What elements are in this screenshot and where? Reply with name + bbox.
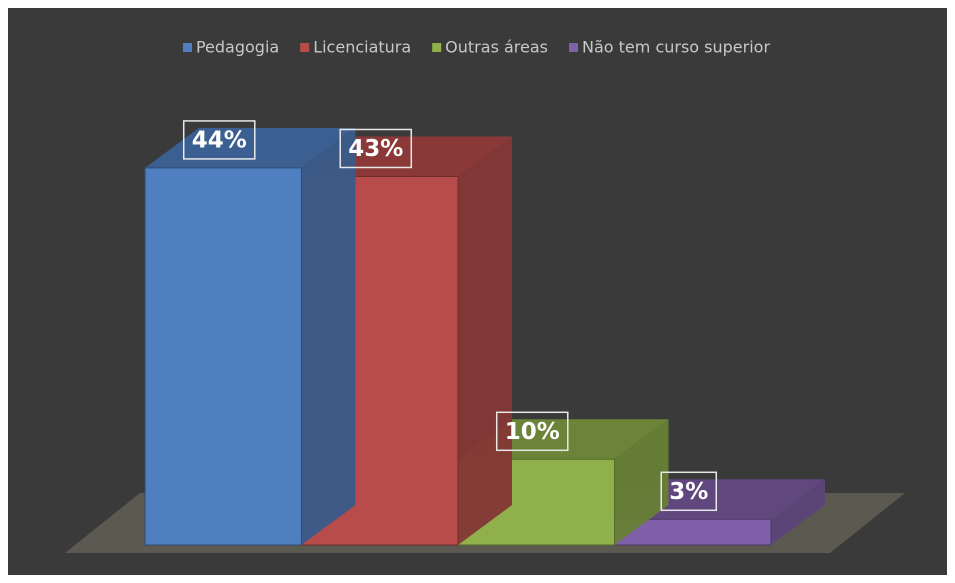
value-label: 3%	[669, 479, 708, 505]
value-label-box	[495, 411, 569, 452]
legend-label: Pedagogia	[196, 38, 279, 57]
value-label-box	[339, 128, 413, 169]
value-label: 10%	[505, 419, 560, 445]
value-label: 44%	[192, 127, 247, 153]
legend-swatch	[569, 43, 579, 52]
bar-side	[458, 136, 512, 546]
bar	[614, 518, 772, 546]
bar	[144, 167, 302, 546]
legend-swatch	[182, 43, 192, 52]
value-label-box	[660, 471, 718, 512]
value-label-box	[182, 120, 256, 160]
bar-side	[301, 127, 356, 546]
legend-label: Não tem curso superior	[582, 38, 770, 57]
bar-side	[614, 419, 669, 545]
legend-swatch	[300, 43, 310, 52]
legend-label: Outras áreas	[445, 38, 548, 57]
legend-label: Licenciatura	[313, 38, 411, 57]
value-label: 43%	[348, 136, 403, 162]
legend-swatch	[432, 43, 442, 52]
bar-top	[145, 127, 356, 168]
bar-side	[771, 479, 825, 545]
